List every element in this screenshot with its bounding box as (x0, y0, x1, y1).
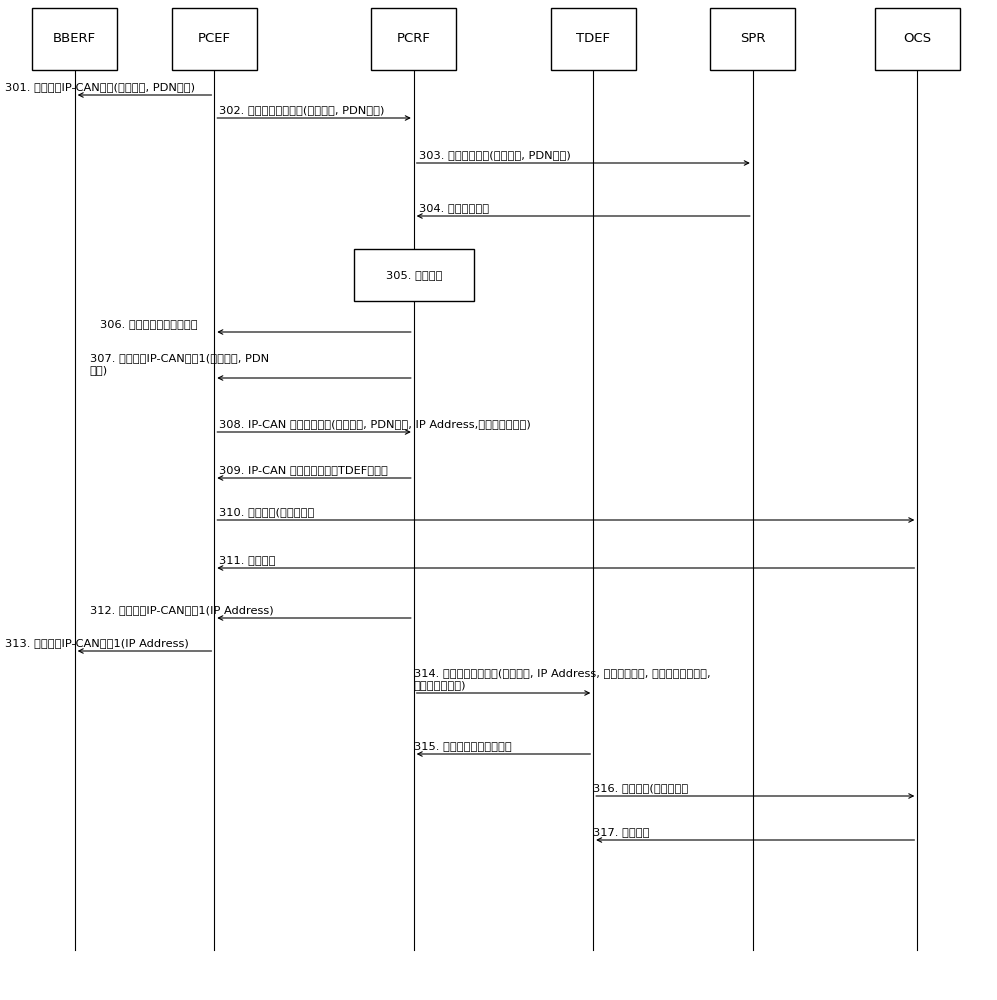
Text: 315. 业务检测会话建立确认: 315. 业务检测会话建立确认 (414, 741, 511, 751)
Text: 313. 应答建立IP-CAN会话1(IP Address): 313. 应答建立IP-CAN会话1(IP Address) (5, 638, 188, 648)
Text: 307. 请求建立IP-CAN会话1(用户标识, PDN
标识): 307. 请求建立IP-CAN会话1(用户标识, PDN 标识) (90, 353, 269, 375)
Text: 314. 业务检测会话建立(用户标识, IP Address, 业务检测规则, 业务检测执行规则,
接入网计费标识): 314. 业务检测会话建立(用户标识, IP Address, 业务检测规则, … (414, 668, 711, 690)
Bar (875, 8, 960, 70)
Text: 303. 签约文档请求(用户标识, PDN标识): 303. 签约文档请求(用户标识, PDN标识) (419, 150, 570, 160)
Text: 302. 网关控制会话建立(用户标识, PDN标识): 302. 网关控制会话建立(用户标识, PDN标识) (219, 105, 385, 115)
Text: 305. 策略决策: 305. 策略决策 (386, 270, 442, 280)
Text: 306. 网关控制会话建立确认: 306. 网关控制会话建立确认 (100, 319, 197, 329)
Text: 308. IP-CAN 会话建立指示(用户标识, PDN标识, IP Address,接入网计费标识): 308. IP-CAN 会话建立指示(用户标识, PDN标识, IP Addre… (219, 419, 531, 429)
Text: 312. 应答建立IP-CAN会话1(IP Address): 312. 应答建立IP-CAN会话1(IP Address) (90, 605, 273, 615)
Text: TDEF: TDEF (576, 32, 610, 45)
Text: 310. 信用请求(用户标识）: 310. 信用请求(用户标识） (219, 507, 315, 517)
Text: SPR: SPR (740, 32, 766, 45)
Bar (354, 249, 474, 301)
Text: 309. IP-CAN 会话建立确认（TDEF地址）: 309. IP-CAN 会话建立确认（TDEF地址） (219, 465, 388, 475)
Text: PCRF: PCRF (397, 32, 431, 45)
Text: 304. 签约文档应答: 304. 签约文档应答 (419, 203, 489, 213)
Text: 301. 请求建立IP-CAN会话(用户标识, PDN标识): 301. 请求建立IP-CAN会话(用户标识, PDN标识) (5, 82, 195, 92)
Bar (371, 8, 456, 70)
Text: BBERF: BBERF (53, 32, 97, 45)
Bar (171, 8, 256, 70)
Text: 316. 信用请求(用户标识）: 316. 信用请求(用户标识） (593, 783, 689, 793)
Text: 311. 信用应答: 311. 信用应答 (219, 555, 276, 565)
Text: PCEF: PCEF (197, 32, 231, 45)
Bar (550, 8, 636, 70)
Text: OCS: OCS (903, 32, 931, 45)
Bar (32, 8, 117, 70)
Text: 317. 信用应答: 317. 信用应答 (593, 827, 650, 837)
Bar (710, 8, 795, 70)
